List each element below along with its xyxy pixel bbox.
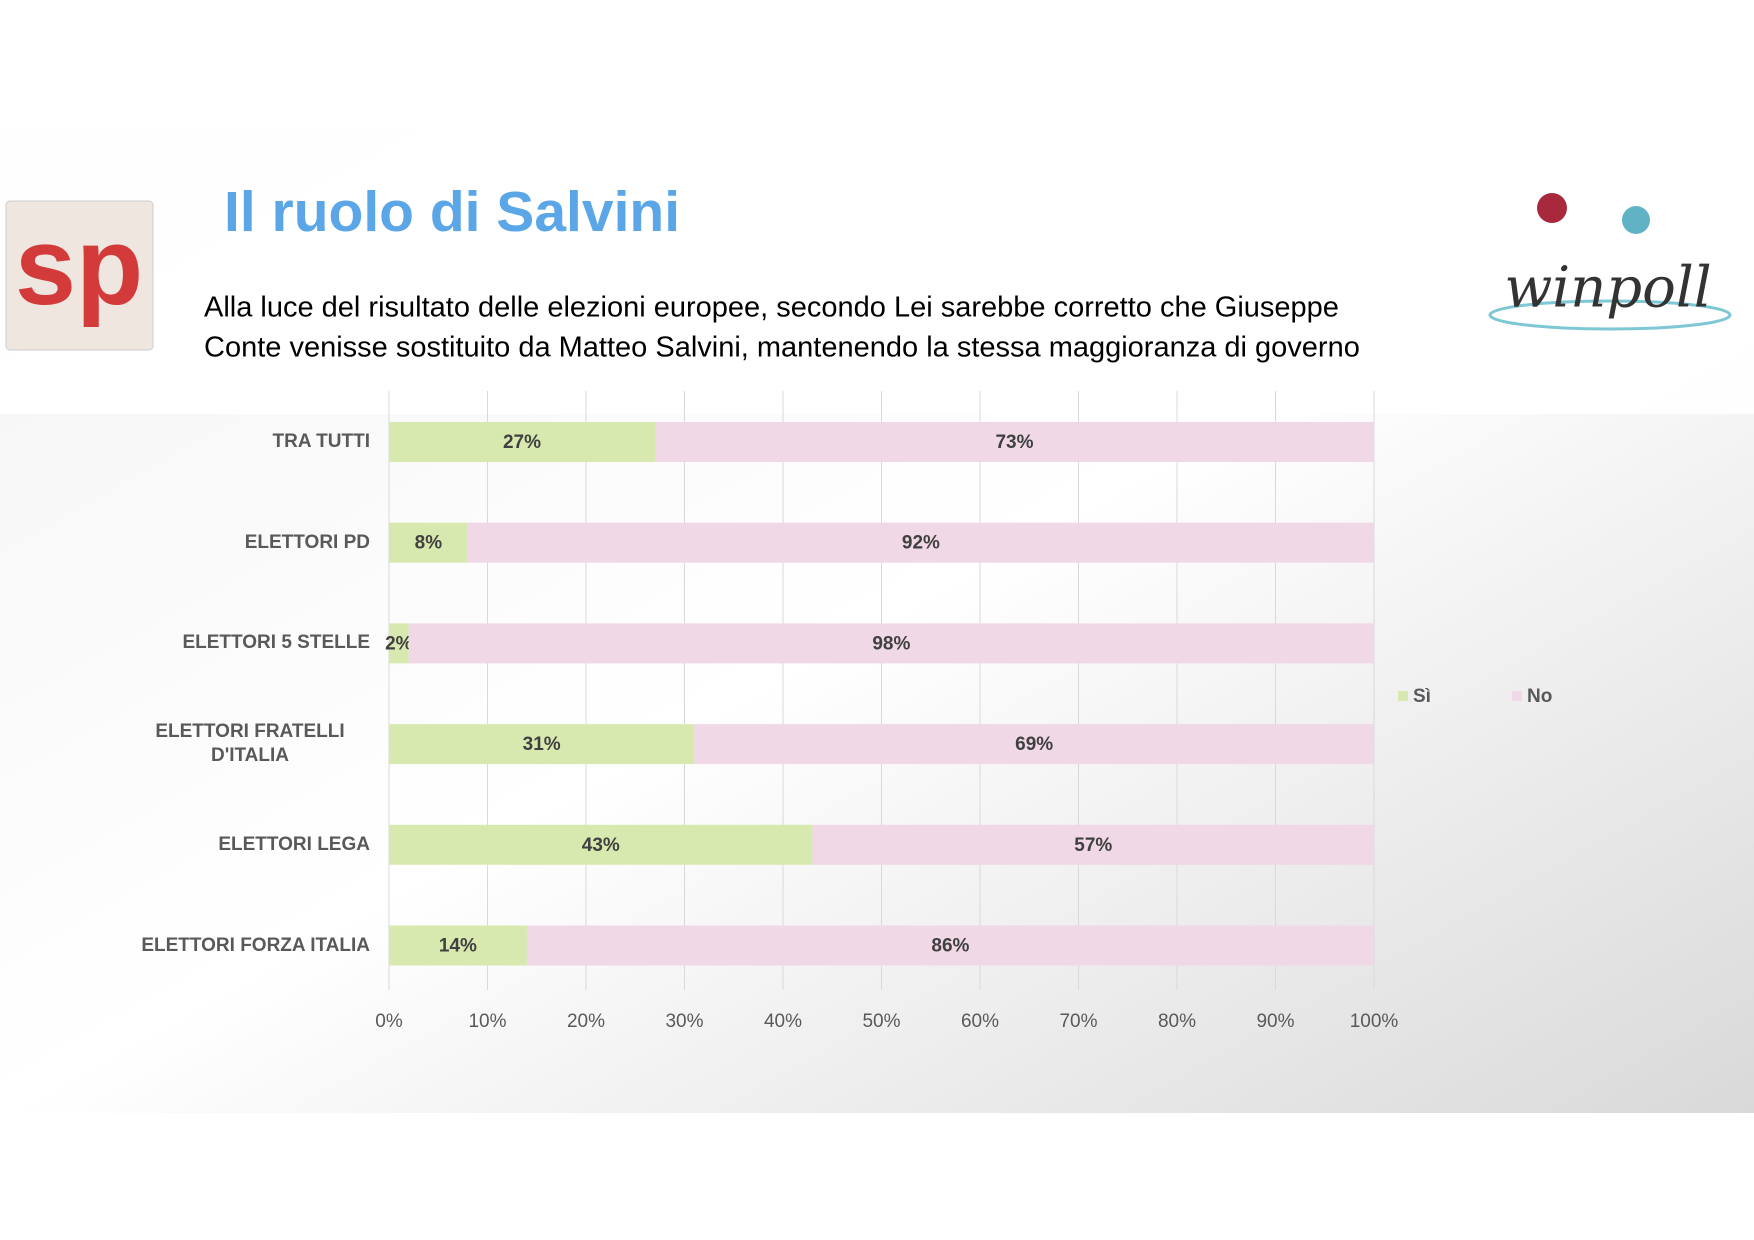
bar-segment: [408, 623, 1374, 664]
data-label: 92%: [902, 533, 940, 554]
bar-segment: [389, 824, 813, 865]
x-tick-label: 30%: [665, 1011, 703, 1032]
legend-label: No: [1527, 686, 1552, 707]
sp-logo: sp: [5, 200, 154, 351]
bar-segment: [389, 925, 527, 966]
bar-segment: [389, 422, 655, 462]
winpoll-logo-text: winpoll: [1504, 256, 1711, 321]
y-tick-label: ELETTORI FRATELLI D'ITALIA: [155, 721, 345, 767]
data-label: 2%: [385, 633, 413, 654]
data-label: 69%: [1015, 734, 1053, 755]
x-tick-label: 70%: [1059, 1011, 1097, 1032]
x-tick-label: 0%: [375, 1011, 403, 1032]
x-tick-label: 60%: [961, 1011, 999, 1032]
x-tick-label: 50%: [862, 1011, 900, 1032]
x-tick-label: 10%: [468, 1011, 506, 1032]
bar-segment: [389, 724, 695, 765]
y-tick-label: ELETTORI 5 STELLE: [182, 632, 370, 654]
data-label: 73%: [995, 432, 1033, 453]
bar-segment: [654, 422, 1374, 462]
logo-dot: [1622, 206, 1650, 234]
legend-swatch: [1398, 691, 1408, 701]
data-label: 86%: [931, 936, 969, 957]
header-band: [0, 129, 1754, 414]
legend-label: Sì: [1413, 686, 1431, 707]
data-label: 31%: [523, 734, 561, 755]
data-label: 27%: [503, 432, 541, 453]
data-label: 43%: [582, 835, 620, 856]
bar-segment: [812, 824, 1374, 865]
winpoll-logo: winpoll: [1488, 193, 1732, 331]
chart-subtitle: Conte venisse sostituito da Matteo Salvi…: [204, 332, 1360, 364]
logo-dot: [1537, 193, 1567, 223]
data-label: 57%: [1074, 835, 1112, 856]
x-tick-label: 90%: [1256, 1011, 1294, 1032]
sp-logo-text: sp: [15, 205, 143, 328]
y-tick-label: ELETTORI PD: [244, 531, 370, 553]
data-label: 98%: [872, 633, 910, 654]
y-tick-label: TRA TUTTI: [272, 431, 370, 452]
logo-swoosh: [1488, 299, 1732, 331]
bar-segment: [467, 522, 1374, 563]
x-tick-label: 100%: [1350, 1011, 1399, 1032]
data-label: 8%: [415, 533, 443, 554]
bar-segment: [389, 623, 409, 664]
bar-segment: [526, 925, 1374, 966]
bar-segment: [694, 724, 1374, 765]
bar-segment: [389, 522, 468, 563]
x-tick-label: 80%: [1158, 1011, 1196, 1032]
chart-subtitle: Alla luce del risultato delle elezioni e…: [204, 292, 1339, 324]
x-tick-label: 20%: [567, 1011, 605, 1032]
data-label: 14%: [439, 936, 477, 957]
x-tick-label: 40%: [764, 1011, 802, 1032]
y-tick-label: ELETTORI FORZA ITALIA: [141, 934, 370, 956]
chart-title: Il ruolo di Salvini: [224, 180, 680, 244]
legend-swatch: [1512, 691, 1522, 701]
y-tick-label: ELETTORI LEGA: [218, 833, 370, 855]
sp-logo-box: [5, 200, 154, 351]
